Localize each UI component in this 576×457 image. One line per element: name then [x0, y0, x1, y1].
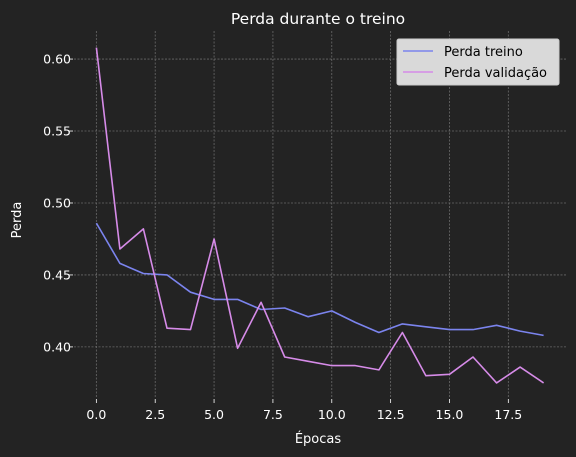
x-tick-label: 7.5 [263, 407, 283, 422]
legend: Perda treino Perda validação [396, 38, 560, 86]
x-axis-ticks: 0.0 2.5 5.0 7.5 10.0 12.5 15.0 17.5 [86, 399, 522, 422]
y-tick-label: 0.55 [43, 124, 71, 139]
series-line-validation [95, 47, 545, 384]
legend-box [396, 38, 560, 86]
x-tick-label: 12.5 [377, 407, 405, 422]
x-tick-label: 15.0 [436, 407, 464, 422]
x-tick-label: 10.0 [318, 407, 346, 422]
series-line-train [95, 222, 544, 337]
x-tick-label: 5.0 [204, 407, 224, 422]
x-tick-label: 17.5 [494, 407, 522, 422]
x-tick-label: 2.5 [145, 407, 165, 422]
series-layer [95, 47, 545, 384]
x-tick-label: 0.0 [86, 407, 106, 422]
x-axis-label: Épocas [295, 431, 342, 447]
y-tick-label: 0.40 [43, 339, 71, 354]
y-tick-label: 0.45 [43, 267, 71, 282]
y-axis-ticks: 0.40 0.45 0.50 0.55 0.60 [43, 52, 73, 354]
legend-label-validation: Perda validação [444, 66, 547, 81]
grid [74, 31, 566, 398]
chart-title: Perda durante o treino [231, 10, 405, 28]
y-tick-label: 0.60 [43, 52, 71, 67]
legend-label-train: Perda treino [444, 45, 523, 60]
y-axis-label: Perda [10, 202, 25, 239]
y-tick-label: 0.50 [43, 195, 71, 210]
